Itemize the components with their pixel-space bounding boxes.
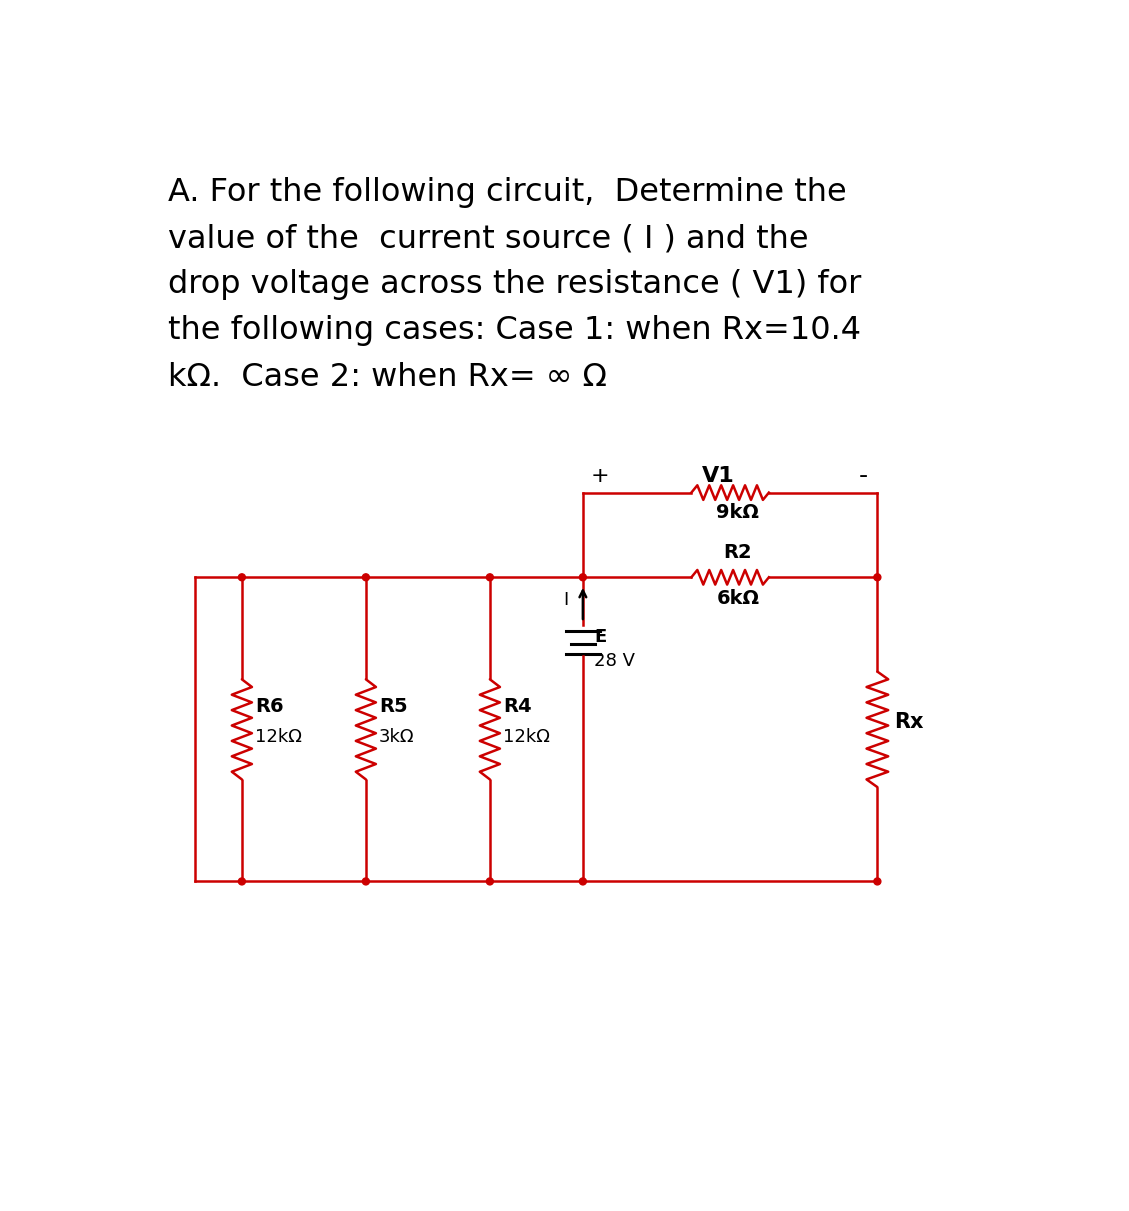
Circle shape bbox=[579, 878, 586, 885]
Text: Rx: Rx bbox=[894, 712, 924, 731]
Circle shape bbox=[579, 574, 586, 581]
Text: A. For the following circuit,  Determine the: A. For the following circuit, Determine … bbox=[168, 177, 847, 208]
Text: the following cases: Case 1: when Rx=10.4: the following cases: Case 1: when Rx=10.… bbox=[168, 316, 861, 346]
Circle shape bbox=[487, 574, 493, 581]
Text: drop voltage across the resistance ( V1) for: drop voltage across the resistance ( V1)… bbox=[168, 269, 861, 300]
Text: kΩ.  Case 2: when Rx= ∞ Ω: kΩ. Case 2: when Rx= ∞ Ω bbox=[168, 362, 607, 392]
Text: R2: R2 bbox=[724, 544, 752, 562]
Text: 12kΩ: 12kΩ bbox=[504, 728, 550, 746]
Text: V1: V1 bbox=[702, 466, 735, 486]
Circle shape bbox=[362, 574, 369, 581]
Circle shape bbox=[238, 878, 245, 885]
Circle shape bbox=[874, 574, 881, 581]
Text: R5: R5 bbox=[379, 696, 408, 716]
Text: 28 V: 28 V bbox=[595, 652, 636, 670]
Text: E: E bbox=[595, 629, 606, 647]
Text: 3kΩ: 3kΩ bbox=[379, 728, 414, 746]
Text: R4: R4 bbox=[504, 696, 532, 716]
Text: 6kΩ: 6kΩ bbox=[717, 590, 760, 608]
Text: -: - bbox=[859, 464, 868, 488]
Text: value of the  current source ( I ) and the: value of the current source ( I ) and th… bbox=[168, 223, 808, 254]
Text: 12kΩ: 12kΩ bbox=[255, 728, 301, 746]
Circle shape bbox=[238, 574, 245, 581]
Text: R6: R6 bbox=[255, 696, 283, 716]
Text: 9kΩ: 9kΩ bbox=[717, 503, 760, 522]
Circle shape bbox=[362, 878, 369, 885]
Circle shape bbox=[487, 878, 493, 885]
Circle shape bbox=[874, 878, 881, 885]
Text: +: + bbox=[590, 466, 610, 486]
Text: I: I bbox=[563, 591, 569, 609]
